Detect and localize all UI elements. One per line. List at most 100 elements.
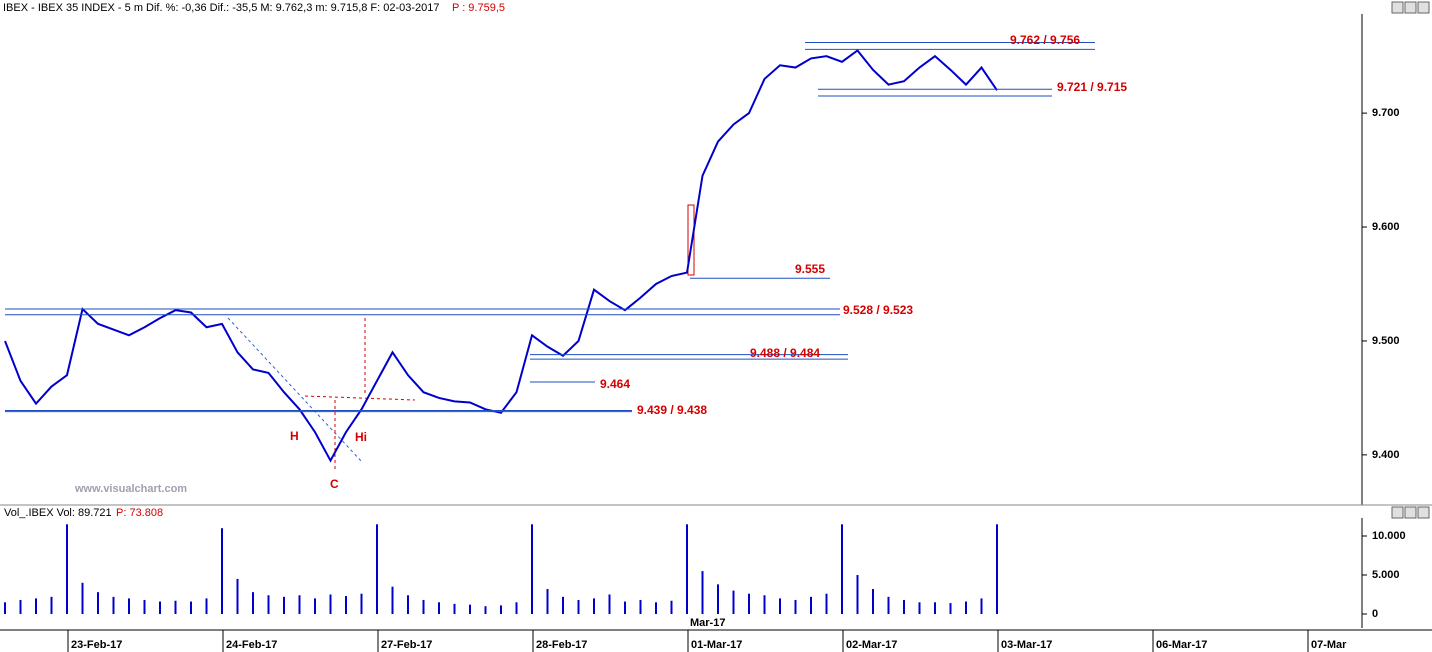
volume-bar	[174, 600, 177, 614]
volume-bar	[329, 594, 332, 614]
volume-bar	[252, 592, 254, 614]
volume-bar	[81, 582, 84, 614]
volume-bar	[593, 598, 595, 614]
level-label: 9.721 / 9.715	[1057, 80, 1127, 94]
y-tick-label: 9.600	[1372, 221, 1400, 233]
close-button[interactable]	[1417, 506, 1430, 519]
volume-bar	[345, 596, 347, 614]
volume-bar	[128, 598, 130, 614]
volume-bar	[360, 593, 363, 614]
volume-bar	[748, 593, 750, 614]
x-tick-label: 28-Feb-17	[536, 639, 587, 651]
pattern-label: Hi	[355, 430, 367, 444]
y-tick-label: 9.400	[1372, 449, 1400, 461]
volume-bar	[221, 528, 223, 614]
volume-bar	[236, 578, 239, 614]
volume-bar	[670, 600, 673, 614]
volume-bar	[903, 599, 905, 614]
volume-bar	[19, 599, 22, 614]
volume-bar	[763, 595, 766, 614]
close-button[interactable]	[1417, 1, 1430, 14]
trend-line	[227, 317, 363, 463]
volume-bar	[422, 599, 425, 614]
volume-bar	[112, 596, 115, 614]
volume-bar	[996, 524, 998, 614]
y-tick-label: 9.700	[1372, 107, 1400, 119]
volume-bar	[469, 604, 471, 614]
month-label: Mar-17	[690, 617, 725, 629]
volume-title: Vol_.IBEX Vol: 89.721	[4, 507, 112, 519]
volume-bar	[205, 598, 208, 614]
x-tick-label: 06-Mar-17	[1156, 639, 1207, 651]
volume-bar	[965, 601, 967, 614]
volume-bar	[314, 598, 316, 614]
volume-bar	[841, 524, 843, 614]
minimize-button[interactable]	[1391, 506, 1404, 519]
volume-bar	[856, 575, 859, 614]
volume-bar	[949, 603, 952, 614]
pattern-label: C	[330, 477, 339, 491]
volume-bar	[655, 602, 657, 614]
volume-bar	[97, 592, 99, 614]
x-tick-label: 03-Mar-17	[1001, 639, 1052, 651]
volume-bar	[500, 605, 502, 614]
volume-bar	[267, 595, 270, 614]
volume-bar	[453, 603, 456, 614]
volume-bar	[407, 595, 409, 614]
level-label: 9.464	[600, 377, 630, 391]
volume-bar	[298, 595, 301, 614]
minimize-button[interactable]	[1391, 1, 1404, 14]
volume-bar	[887, 596, 890, 614]
pattern-label: H	[290, 429, 299, 443]
volume-bar	[531, 524, 533, 614]
volume-bar	[190, 601, 192, 614]
volume-bar	[66, 524, 68, 614]
y-tick-label: 0	[1372, 608, 1378, 620]
neckline	[304, 395, 416, 401]
maximize-button[interactable]	[1404, 506, 1417, 519]
volume-bar	[577, 599, 580, 614]
volume-bar	[918, 602, 921, 614]
level-label: 9.439 / 9.438	[637, 403, 707, 417]
volume-bar	[50, 596, 53, 614]
level-label: 9.555	[795, 262, 825, 276]
volume-bar	[159, 601, 161, 614]
volume-bar	[515, 602, 518, 614]
volume-bar	[438, 602, 440, 614]
x-tick-label: 27-Feb-17	[381, 639, 432, 651]
chart-title: IBEX - IBEX 35 INDEX - 5 m Dif. %: -0,36…	[3, 2, 440, 14]
volume-bar	[35, 598, 37, 614]
volume-bar	[4, 602, 6, 614]
watermark: www.visualchart.com	[74, 483, 187, 495]
volume-bar	[872, 589, 874, 614]
volume-bar	[624, 601, 626, 614]
volume-bar	[701, 571, 704, 614]
volume-bar	[686, 524, 688, 614]
volume-bar	[546, 589, 549, 614]
last-price: P : 9.759,5	[452, 2, 505, 14]
x-tick-label: 07-Mar	[1311, 639, 1347, 651]
x-tick-label: 02-Mar-17	[846, 639, 897, 651]
volume-bar	[143, 599, 146, 614]
maximize-button[interactable]	[1404, 1, 1417, 14]
y-tick-label: 9.500	[1372, 335, 1400, 347]
x-tick-label: 24-Feb-17	[226, 639, 277, 651]
volume-bar	[825, 593, 828, 614]
volume-bar	[562, 596, 564, 614]
level-label: 9.528 / 9.523	[843, 303, 913, 317]
volume-bar	[484, 606, 487, 614]
level-label: 9.488 / 9.484	[750, 346, 820, 360]
volume-bar	[608, 594, 611, 614]
gap-candle	[687, 204, 695, 276]
volume-bar	[391, 586, 394, 614]
volume-bar	[934, 602, 936, 614]
x-tick-label: 01-Mar-17	[691, 639, 742, 651]
x-tick-label: 23-Feb-17	[71, 639, 122, 651]
level-label: 9.762 / 9.756	[1010, 33, 1080, 47]
volume-bar	[717, 584, 719, 614]
volume-bar	[810, 596, 812, 614]
volume-last: P: 73.808	[116, 507, 163, 519]
volume-bar	[376, 524, 378, 614]
